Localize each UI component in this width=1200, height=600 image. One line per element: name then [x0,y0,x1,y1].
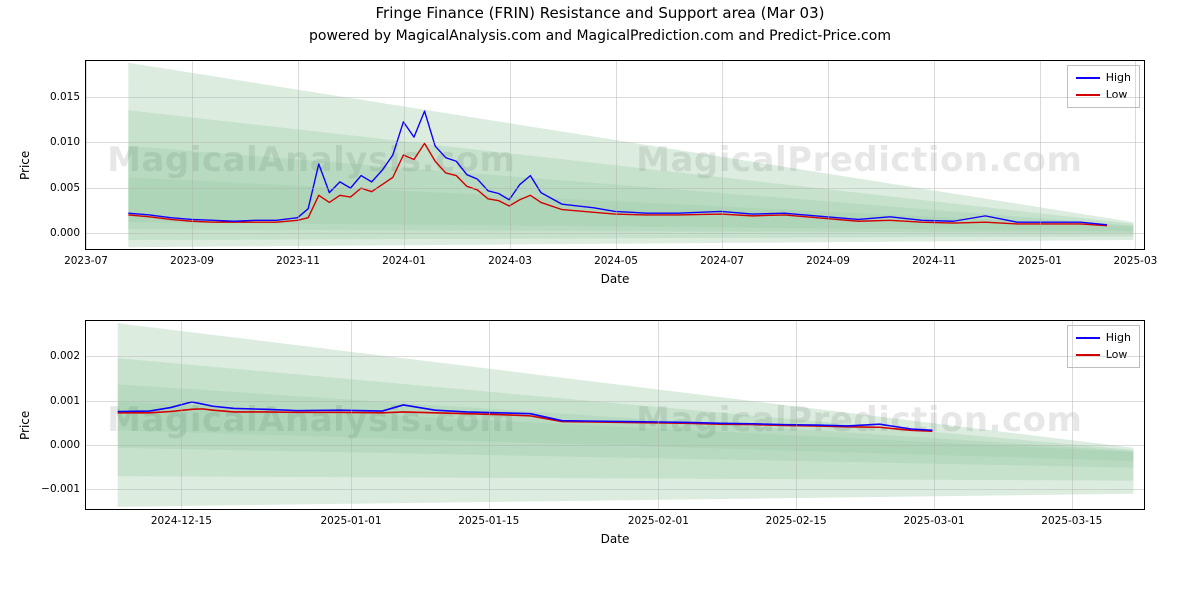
y-tick: 0.005 [50,182,86,193]
x-tick: 2025-03-15 [1041,509,1102,527]
x-tick: 2025-01-01 [320,509,381,527]
legend: High Low [1067,325,1140,368]
plot-area-top [86,61,1144,249]
x-tick: 2024-12-15 [151,509,212,527]
y-tick: 0.000 [50,439,86,450]
x-tick: 2023-09 [170,249,214,267]
legend-label: High [1106,330,1131,347]
legend-label: Low [1106,87,1128,104]
x-tick: 2023-07 [64,249,108,267]
y-axis-label-bottom: Price [18,411,32,440]
x-tick: 2023-11 [276,249,320,267]
x-axis-label-top: Date [85,272,1145,286]
y-tick: 0.010 [50,137,86,148]
y-tick: 0.000 [50,228,86,239]
chart-subtitle: powered by MagicalAnalysis.com and Magic… [0,28,1200,44]
legend-item-low: Low [1076,347,1131,364]
x-tick: 2024-03 [488,249,532,267]
legend-item-high: High [1076,330,1131,347]
x-tick: 2024-07 [700,249,744,267]
legend-item-high: High [1076,70,1131,87]
plot-area-bottom [86,321,1144,509]
x-tick: 2025-03-01 [903,509,964,527]
x-tick: 2025-02-01 [628,509,689,527]
y-tick: 0.015 [50,92,86,103]
legend-swatch [1076,94,1100,96]
legend: High Low [1067,65,1140,108]
y-axis-label-top: Price [18,151,32,180]
panel-top: MagicalAnalysis.com MagicalPrediction.co… [85,60,1145,250]
legend-label: Low [1106,347,1128,364]
legend-swatch [1076,337,1100,339]
y-tick: 0.002 [50,351,86,362]
legend-label: High [1106,70,1131,87]
legend-item-low: Low [1076,87,1131,104]
x-tick: 2024-11 [912,249,956,267]
x-tick: 2025-01 [1018,249,1062,267]
panel-bottom: MagicalAnalysis.com MagicalPrediction.co… [85,320,1145,510]
x-tick: 2024-09 [806,249,850,267]
chart-title: Fringe Finance (FRIN) Resistance and Sup… [0,4,1200,22]
y-tick: −0.001 [41,484,86,495]
legend-swatch [1076,77,1100,79]
x-axis-label-bottom: Date [85,532,1145,546]
x-tick: 2025-02-15 [766,509,827,527]
x-tick: 2025-01-15 [458,509,519,527]
x-tick: 2024-01 [382,249,426,267]
x-tick: 2024-05 [594,249,638,267]
y-tick: 0.001 [50,395,86,406]
x-tick: 2025-03 [1113,249,1157,267]
